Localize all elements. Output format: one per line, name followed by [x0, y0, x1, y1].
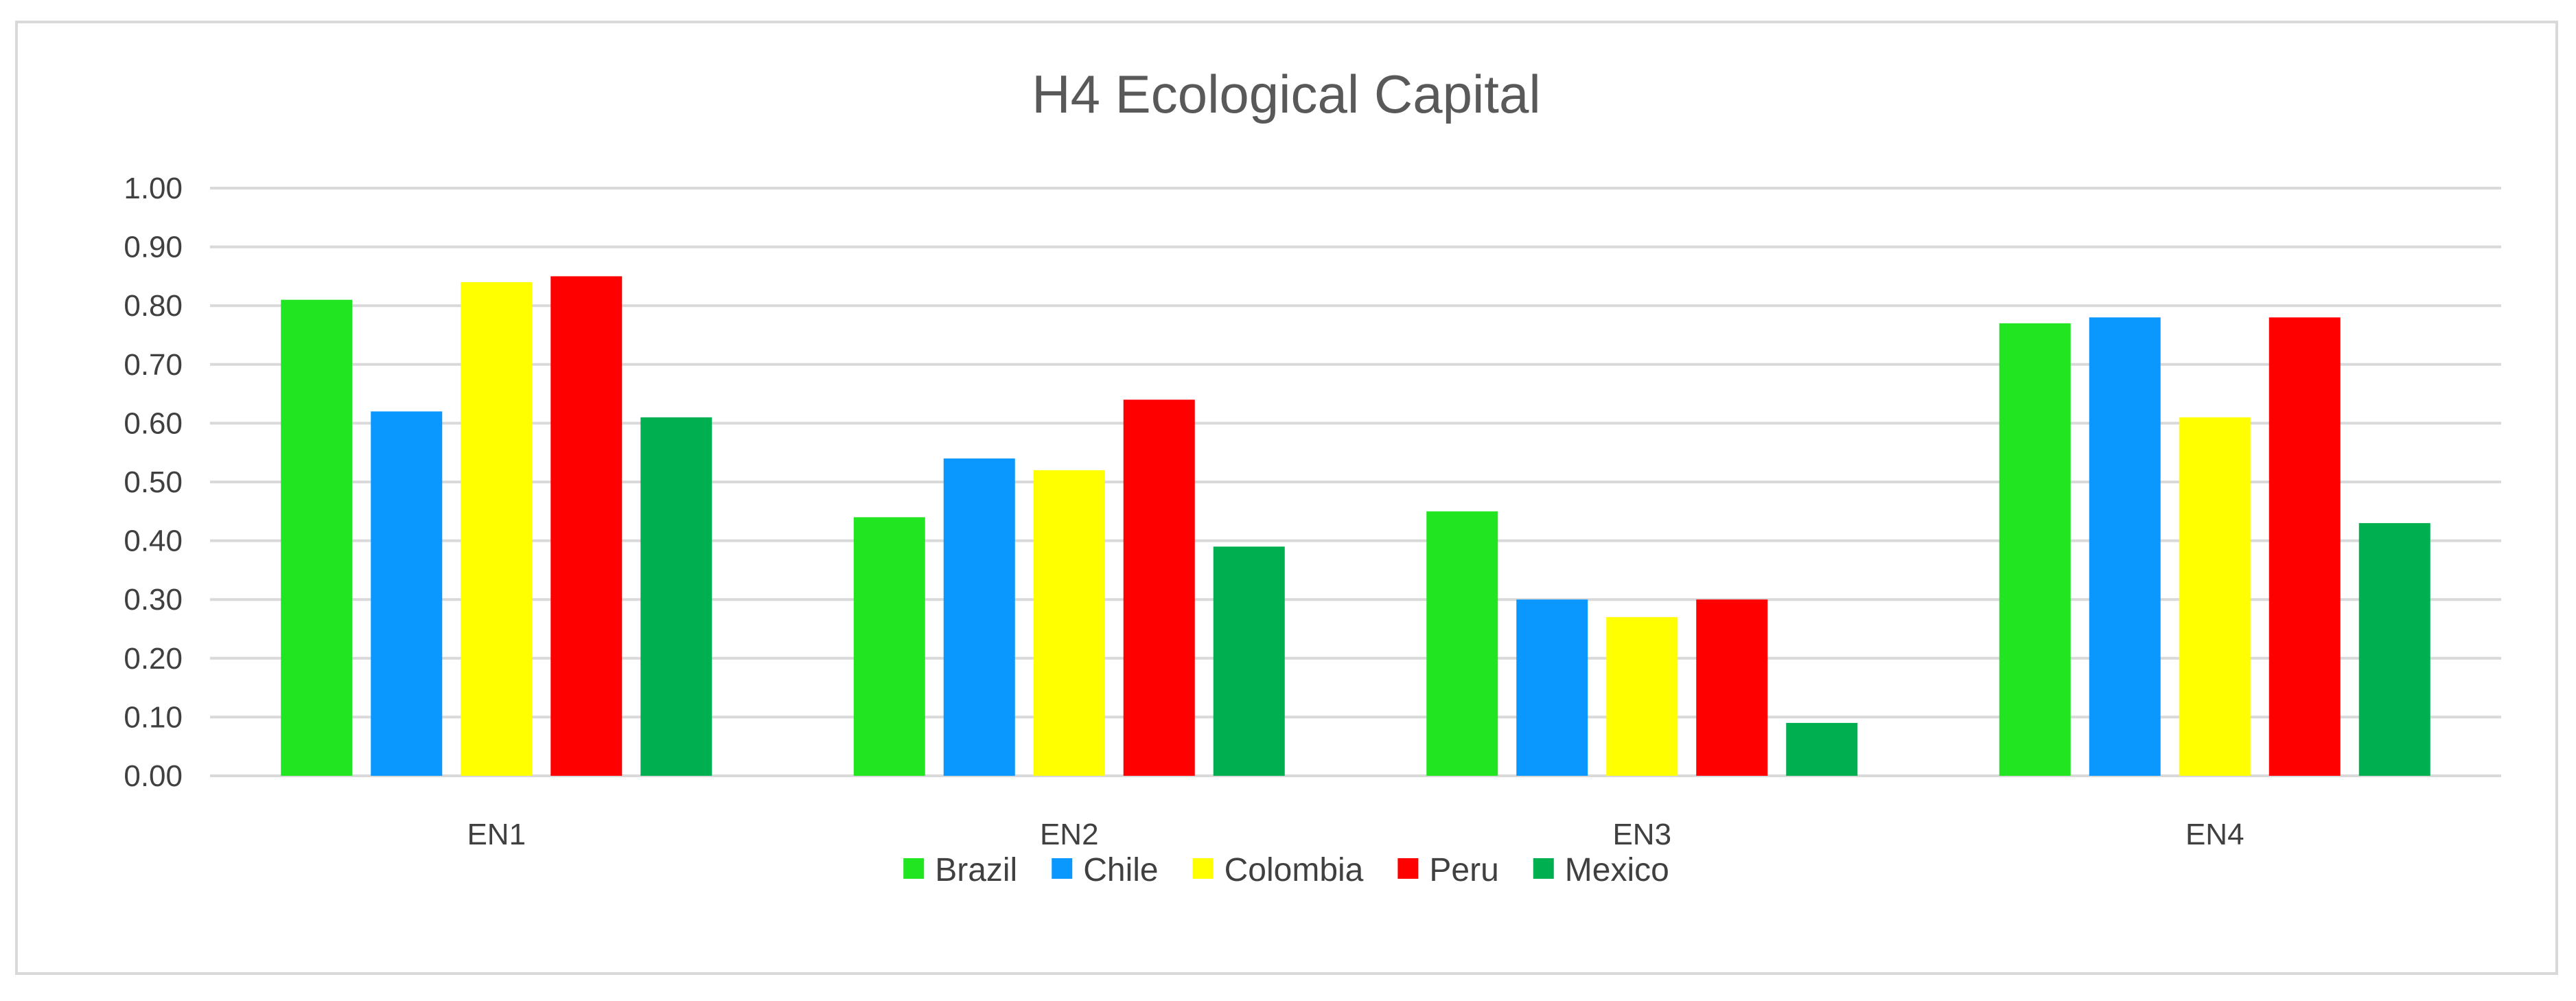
y-tick-label: 0.80 [124, 289, 183, 323]
x-axis-category-labels: EN1 EN2 EN3 EN4 [467, 818, 2244, 851]
bar-chile-en4 [2089, 317, 2161, 776]
legend-swatch [1533, 858, 1554, 879]
bar-brazil-en4 [1999, 323, 2071, 776]
bar-brazil-en3 [1426, 511, 1498, 776]
x-category-label: EN4 [2185, 818, 2244, 851]
legend-item-peru: Peru [1397, 852, 1499, 888]
bar-brazil-en1 [281, 299, 353, 776]
bar-colombia-en4 [2179, 417, 2251, 776]
bar-brazil-en2 [853, 517, 925, 776]
bar-colombia-en1 [461, 281, 533, 776]
y-tick-label: 0.20 [124, 642, 183, 676]
legend-item-brazil: Brazil [903, 852, 1017, 888]
y-tick-label: 0.60 [124, 406, 183, 440]
y-tick-label: 0.90 [124, 231, 183, 264]
legend-label: Chile [1083, 852, 1158, 888]
chart-title: H4 Ecological Capital [1032, 64, 1540, 124]
y-tick-label: 0.40 [124, 525, 183, 558]
y-tick-label: 0.10 [124, 700, 183, 734]
bar-mexico-en3 [1786, 722, 1858, 776]
legend-swatch [1052, 858, 1073, 879]
bar-peru-en4 [2268, 317, 2341, 776]
legend-swatch [1192, 858, 1214, 879]
x-category-label: EN1 [467, 818, 526, 851]
bar-chile-en2 [943, 458, 1015, 776]
legend-item-chile: Chile [1052, 852, 1159, 888]
x-category-label: EN3 [1612, 818, 1671, 851]
legend: Brazil Chile Colombia Peru Mexico [903, 852, 1669, 888]
legend-item-colombia: Colombia [1192, 852, 1364, 888]
bar-chile-en3 [1516, 599, 1588, 776]
legend-item-mexico: Mexico [1533, 852, 1669, 888]
bar-peru-en2 [1123, 400, 1195, 776]
y-tick-label: 1.00 [124, 172, 183, 205]
y-tick-label: 0.30 [124, 583, 183, 617]
bar-mexico-en2 [1213, 546, 1285, 776]
bar-colombia-en2 [1033, 470, 1105, 776]
legend-swatch [903, 858, 925, 879]
y-axis-tick-labels: 0.00 0.10 0.20 0.30 0.40 0.50 0.60 0.70 0.80 0.90… [124, 172, 183, 793]
legend-label: Brazil [935, 852, 1017, 888]
bar-chart: H4 Ecological Capital 0.000.100.200.300.… [124, 64, 2501, 888]
bars [281, 276, 2430, 776]
legend-label: Peru [1429, 852, 1498, 888]
bar-chile-en1 [371, 411, 443, 776]
x-category-label: EN2 [1040, 818, 1099, 851]
bar-mexico-en4 [2358, 522, 2430, 776]
legend-swatch [1397, 858, 1419, 879]
bar-peru-en3 [1696, 599, 1768, 776]
y-tick-label: 0.50 [124, 465, 183, 499]
chart-frame: H4 Ecological Capital 0.00 0.10 0.20 0.30 0.… [15, 21, 2558, 975]
y-tick-label: 0.00 [124, 759, 183, 793]
y-tick-label: 0.70 [124, 348, 183, 382]
bar-peru-en1 [550, 276, 623, 776]
bar-mexico-en1 [640, 417, 712, 776]
legend-label: Colombia [1225, 852, 1364, 888]
bar-colombia-en3 [1606, 617, 1678, 776]
legend-label: Mexico [1565, 852, 1669, 888]
